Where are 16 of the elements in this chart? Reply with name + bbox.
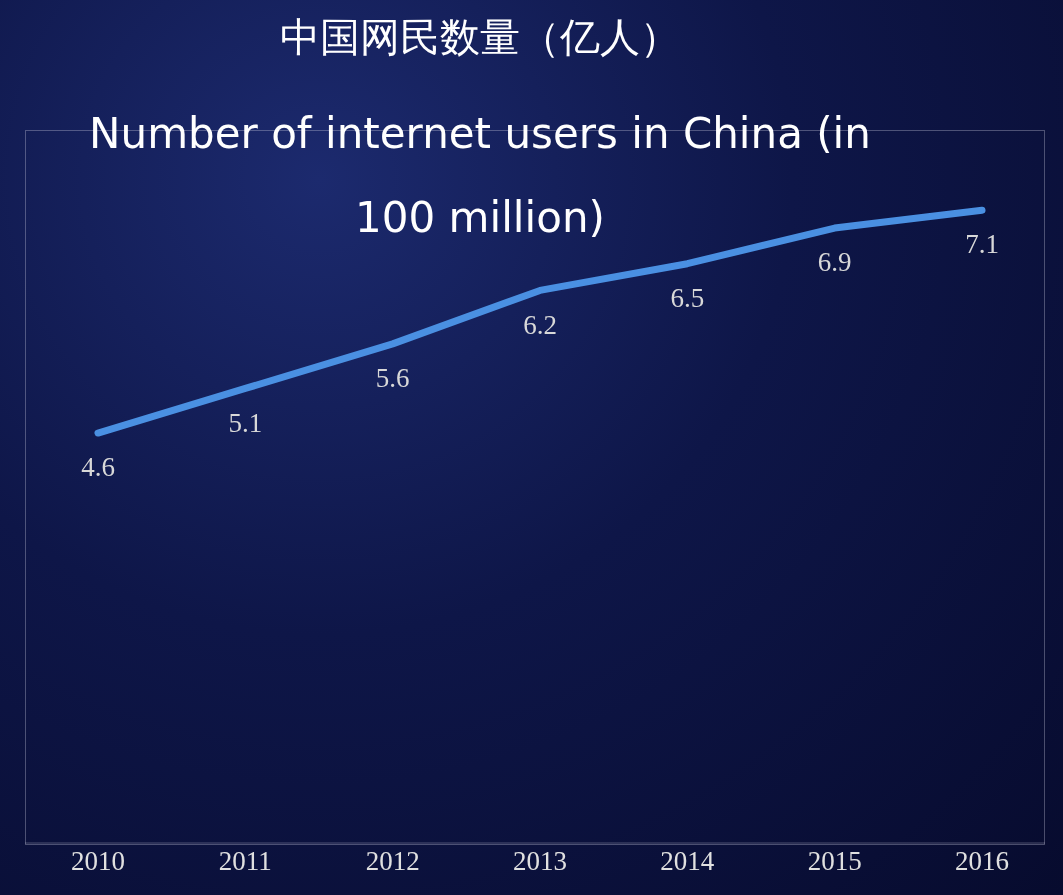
- data-label: 6.2: [523, 309, 557, 340]
- x-tick-label: 2011: [218, 846, 272, 877]
- x-tick-label: 2016: [955, 846, 1009, 877]
- x-tick-label: 2013: [513, 846, 567, 877]
- chart-title: 中国网民数量（亿人）: [279, 13, 681, 62]
- x-tick-label: 2014: [660, 846, 715, 877]
- data-label: 6.5: [670, 282, 705, 313]
- data-label: 7.1: [965, 229, 999, 260]
- data-label: 5.6: [375, 363, 410, 394]
- x-tick-label: 2015: [807, 846, 862, 877]
- data-label: 4.6: [81, 452, 115, 483]
- text: Number of internet users in China (in 100 million): [89, 109, 871, 242]
- data-label: 5.1: [228, 407, 263, 438]
- x-tick-label: 2010: [71, 846, 125, 877]
- x-tick-label: 2012: [365, 846, 420, 877]
- data-label: 6.9: [817, 247, 852, 278]
